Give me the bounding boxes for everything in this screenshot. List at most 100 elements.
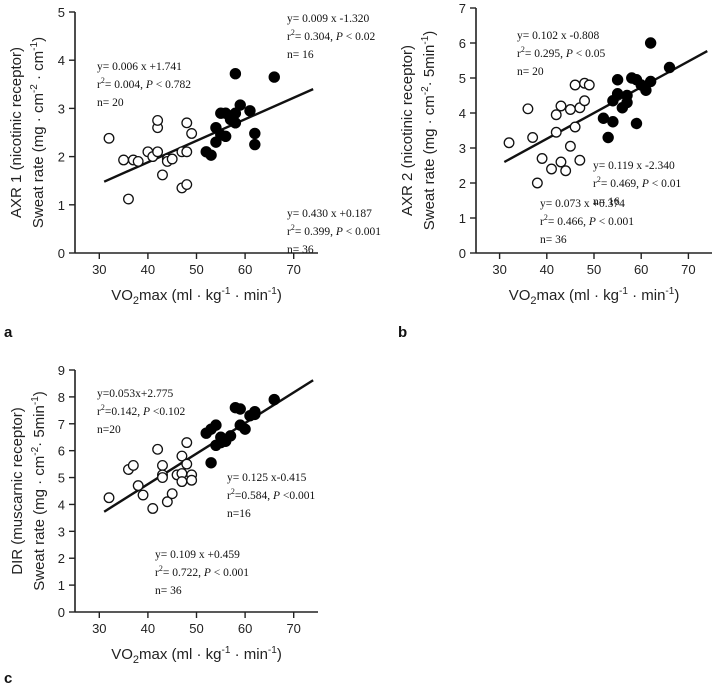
y-tick-label: 7 <box>58 417 65 432</box>
x-tick-label: 70 <box>286 262 300 277</box>
regression-annotation-line: r2= 0.466, P < 0.001 <box>540 213 634 228</box>
y-tick-label: 8 <box>58 390 65 405</box>
y-tick-label: 2 <box>58 551 65 566</box>
open-data-point <box>564 140 576 152</box>
open-data-point <box>123 193 134 205</box>
open-data-point <box>137 489 149 501</box>
open-data-point <box>522 103 534 115</box>
y-tick-label: 0 <box>58 246 65 261</box>
panel-letter: a <box>4 324 13 341</box>
y-tick-label: 3 <box>459 141 466 156</box>
x-tick-label: 40 <box>141 621 155 636</box>
filled-data-point <box>602 131 614 144</box>
y-tick-label: 4 <box>58 497 65 512</box>
open-data-point <box>579 95 591 107</box>
filled-data-point <box>621 89 633 102</box>
y-tick-label: 6 <box>58 444 65 459</box>
filled-data-point <box>249 408 261 421</box>
open-data-point <box>503 137 515 149</box>
y-tick-label: 2 <box>459 176 466 191</box>
x-axis-label: VO2max (ml · kg-1 · min-1) <box>111 286 282 307</box>
open-data-point <box>186 474 198 486</box>
open-data-point <box>564 104 576 115</box>
regression-annotation-line: r2= 0.722, P < 0.001 <box>155 564 249 579</box>
x-tick-label: 60 <box>238 621 252 636</box>
open-data-point <box>536 153 548 164</box>
regression-annotation-line: r2= 0.295, P < 0.05 <box>517 45 605 60</box>
open-data-point <box>181 117 193 129</box>
regression-annotation-line: n= 20 <box>517 66 544 78</box>
filled-data-point <box>630 117 643 130</box>
open-data-point <box>560 165 572 177</box>
y-tick-label: 1 <box>58 578 65 593</box>
x-tick-label: 30 <box>92 621 106 636</box>
open-data-point <box>569 121 581 133</box>
open-data-point <box>531 177 543 189</box>
x-tick-label: 40 <box>141 262 155 277</box>
y-tick-label: 5 <box>459 71 466 86</box>
open-data-point <box>555 156 567 168</box>
x-tick-label: 30 <box>492 262 506 277</box>
open-data-point <box>103 132 115 144</box>
open-data-point <box>555 100 567 112</box>
open-data-point <box>181 179 193 191</box>
filled-data-point <box>205 457 217 469</box>
regression-annotation-line: n=16 <box>227 508 251 520</box>
filled-data-point <box>234 99 246 111</box>
open-data-point <box>550 126 562 138</box>
chart-panel-c: 0 1 2 3 4 5 6 7 8 9 30 40 50 60 70 y=0.053x+2.775 r2=0.1… <box>4 363 318 687</box>
panel-letter: c <box>4 670 12 687</box>
filled-data-point <box>210 419 222 431</box>
regression-annotation-line: r2= 0.399, P < 0.001 <box>287 223 381 238</box>
filled-data-point <box>611 88 624 100</box>
y-tick-label: 5 <box>58 471 65 486</box>
filled-data-point <box>663 61 676 74</box>
y-tick-label: 1 <box>58 198 65 213</box>
y-tick-label: 5 <box>58 5 65 20</box>
open-data-point <box>152 146 164 158</box>
regression-annotation-line: n=20 <box>97 424 121 436</box>
regression-annotation-line: r2= 0.469, P < 0.01 <box>593 175 681 190</box>
open-data-point <box>157 169 168 181</box>
x-tick-label: 50 <box>189 262 203 277</box>
open-data-point <box>546 163 557 175</box>
y-tick-label: 3 <box>58 524 65 539</box>
y-axis-label-sweat-rate: Sweat rate (mg · cm-2· 5min-1) <box>420 31 438 231</box>
open-data-point <box>147 503 159 514</box>
x-tick-label: 30 <box>92 262 106 277</box>
y-tick-label: 4 <box>459 106 466 121</box>
filled-data-point <box>205 149 217 161</box>
filled-data-point <box>268 393 280 406</box>
y-axis-label-receptor: AXR 2 (nicotinic receptor) <box>399 45 416 216</box>
filled-data-point <box>244 105 256 117</box>
y-axis-label-sweat-rate: Sweat rate (mg · cm-2· 5min-1) <box>30 391 48 591</box>
regression-annotation-line: y= 0.125 x-0.415 <box>227 472 307 484</box>
y-tick-label: 2 <box>58 150 65 165</box>
regression-annotation-line: r2=0.584, P <0.001 <box>227 487 315 502</box>
x-axis-label: VO2max (ml · kg-1 · min-1) <box>111 645 282 666</box>
open-data-point <box>176 450 188 462</box>
open-data-point <box>181 437 193 449</box>
filled-data-point <box>268 71 280 83</box>
x-tick-label: 70 <box>286 621 300 636</box>
filled-data-point <box>229 67 242 80</box>
regression-annotation-line: n= 36 <box>540 234 567 246</box>
open-data-point <box>583 79 595 91</box>
x-tick-label: 60 <box>634 262 648 277</box>
filled-data-point <box>249 127 261 140</box>
regression-annotation-line: n= 20 <box>97 97 124 109</box>
y-tick-label: 0 <box>459 246 466 261</box>
filled-data-point <box>640 84 652 96</box>
regression-annotation-line: y= 0.009 x -1.320 <box>287 13 369 25</box>
open-data-point <box>161 496 173 508</box>
open-data-point <box>157 460 168 471</box>
y-tick-label: 9 <box>58 363 65 378</box>
y-tick-label: 4 <box>58 53 65 68</box>
open-data-point <box>181 146 193 158</box>
open-data-point <box>152 114 164 126</box>
regression-annotation-line: y= 0.006 x +1.741 <box>97 61 182 73</box>
open-data-point <box>157 472 168 484</box>
filled-data-point <box>644 37 657 49</box>
chart-panel-b: 0 1 2 3 4 5 6 7 30 40 50 60 70 y= 0.102 x -0.808 r2= 0… <box>398 1 712 341</box>
